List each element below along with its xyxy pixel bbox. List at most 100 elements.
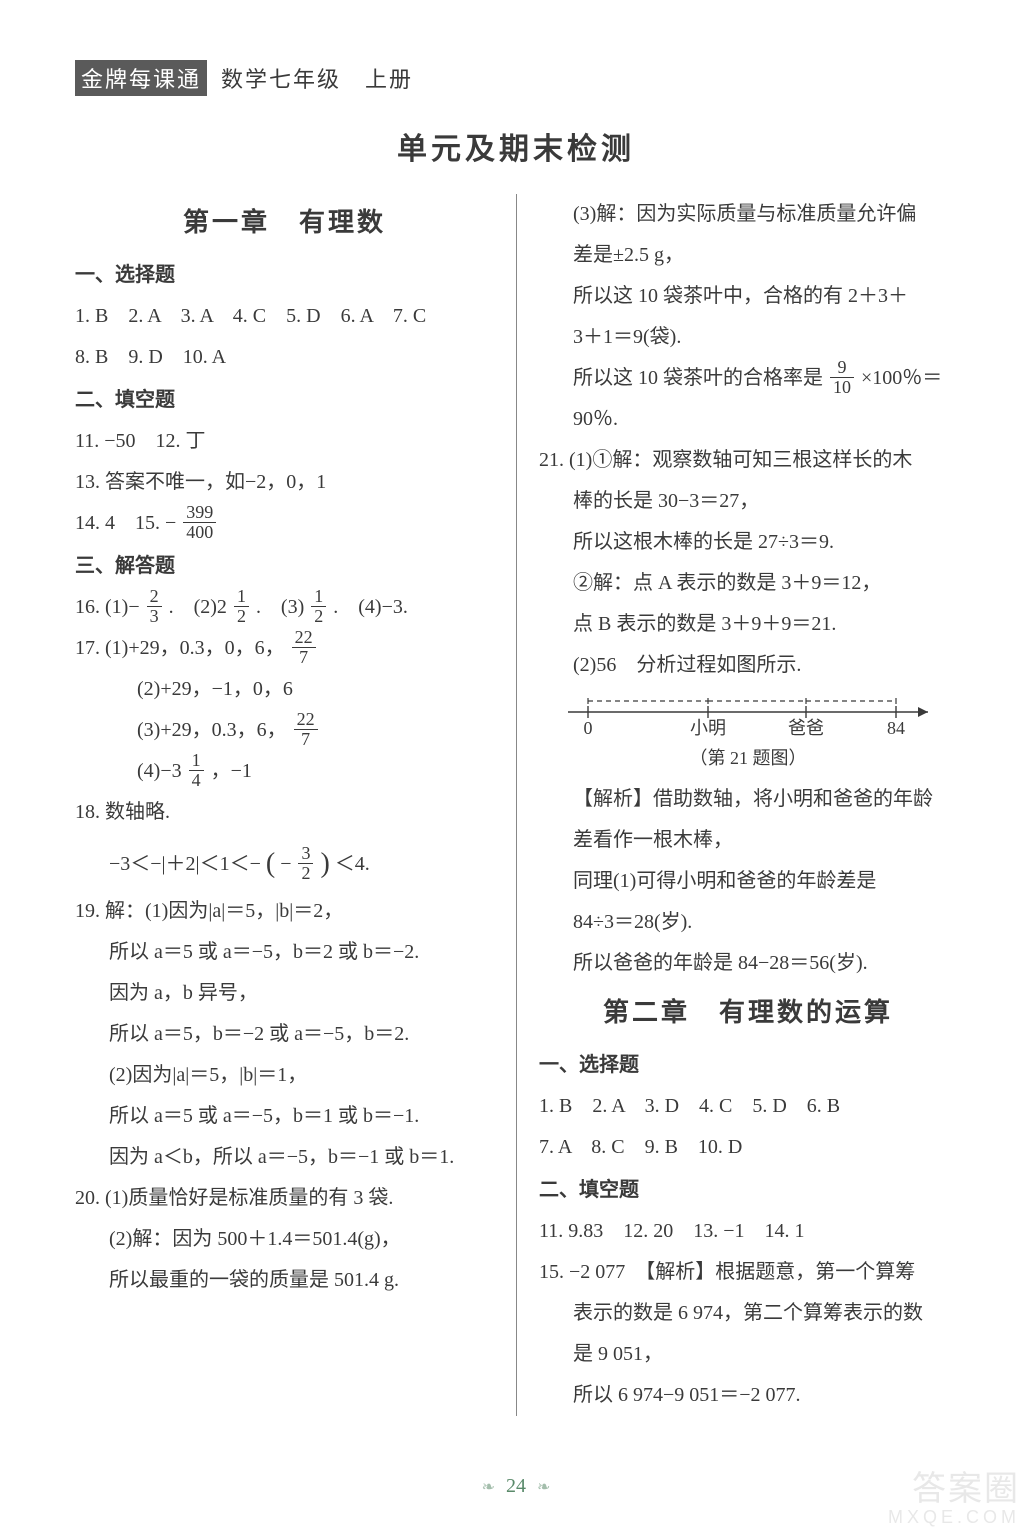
- q17-1: 17. (1)+29，0.3，0，6， 227: [75, 628, 494, 669]
- sec-2-fill: 二、填空题: [75, 380, 494, 421]
- ch2-f4: 是 9 051，: [539, 1334, 957, 1375]
- r6: 90％.: [539, 399, 957, 440]
- r14: 差看作一根木棒，: [539, 820, 957, 861]
- content-columns: 第一章 有理数 一、选择题 1. B 2. A 3. A 4. C 5. D 6…: [75, 194, 957, 1416]
- frac-2-3: 23: [147, 587, 162, 626]
- series-badge: 金牌每课通: [75, 60, 207, 96]
- leaf-left-icon: ❧: [482, 1479, 495, 1496]
- q16-1: 16. (1)−: [75, 596, 140, 618]
- frac-1-2a: 12: [234, 587, 249, 626]
- q19-e: (2)因为|a|＝5，|b|＝1，: [75, 1055, 494, 1096]
- mc-answers-1: 1. B 2. A 3. A 4. C 5. D 6. A 7. C: [75, 296, 494, 337]
- svg-text:爸爸: 爸爸: [788, 718, 824, 738]
- page-footer: ❧ 24 ❧: [0, 1475, 1032, 1498]
- r8: 棒的长是 30−3＝27，: [539, 481, 957, 522]
- sec-1-mc: 一、选择题: [75, 255, 494, 296]
- frac-399-400: 399 400: [183, 503, 216, 542]
- mc-answers-2: 8. B 9. D 10. A: [75, 337, 494, 378]
- r15: 同理(1)可得小明和爸爸的年龄差是: [539, 861, 957, 902]
- r10: ②解：点 A 表示的数是 3＋9＝12，: [539, 563, 957, 604]
- q17-3-text: (3)+29，0.3，6，: [137, 719, 287, 741]
- q17-2: (2)+29，−1，0，6: [75, 669, 494, 710]
- q17-4-text: (4)−3: [137, 760, 182, 782]
- right-column: (3)解：因为实际质量与标准质量允许偏 差是±2.5 g， 所以这 10 袋茶叶…: [516, 194, 957, 1416]
- watermark-big: 答案圈: [888, 1471, 1020, 1508]
- q19-a: 19. 解：(1)因为|a|＝5，|b|＝2，: [75, 891, 494, 932]
- q16-4: . (4)−3.: [333, 596, 408, 618]
- ch2-f5: 所以 6 974−9 051＝−2 077.: [539, 1375, 957, 1416]
- frac-22-7b: 227: [294, 710, 318, 749]
- r1: (3)解：因为实际质量与标准质量允许偏: [539, 194, 957, 235]
- fill-13: 13. 答案不唯一，如−2，0，1: [75, 462, 494, 503]
- frac-9-10: 910: [830, 358, 854, 397]
- frac-1-2b: 12: [311, 587, 326, 626]
- q19-c: 因为 a，b 异号，: [75, 973, 494, 1014]
- main-title: 单元及期末检测: [75, 124, 957, 168]
- q20-b: (2)解：因为 500＋1.4＝501.4(g)，: [75, 1219, 494, 1260]
- q18-ineq-a: −3＜−|＋2|＜1＜−: [109, 853, 261, 875]
- r5-text: 所以这 10 袋茶叶的合格率是: [573, 367, 823, 389]
- r12: (2)56 分析过程如图所示.: [539, 645, 957, 686]
- ch2-mc2: 7. A 8. C 9. B 10. D: [539, 1127, 957, 1168]
- r3: 所以这 10 袋茶叶中，合格的有 2＋3＋: [539, 276, 957, 317]
- figure-caption: （第 21 题图）: [539, 740, 957, 777]
- frac-den: 400: [183, 523, 216, 542]
- lparen-icon: (: [266, 848, 275, 879]
- watermark-small: MXQE.COM: [888, 1508, 1020, 1528]
- svg-text:小明: 小明: [690, 718, 726, 738]
- q18: 18. 数轴略.: [75, 792, 494, 833]
- q20-a: 20. (1)质量恰好是标准质量的有 3 袋.: [75, 1178, 494, 1219]
- sec-3-solve: 三、解答题: [75, 546, 494, 587]
- svg-text:84: 84: [887, 718, 905, 738]
- r13: 【解析】借助数轴，将小明和爸爸的年龄: [539, 779, 957, 820]
- r2: 差是±2.5 g，: [539, 235, 957, 276]
- r4: 3＋1＝9(袋).: [539, 317, 957, 358]
- left-column: 第一章 有理数 一、选择题 1. B 2. A 3. A 4. C 5. D 6…: [75, 194, 516, 1416]
- q19-f: 所以 a＝5 或 a＝−5，b＝1 或 b＝−1.: [75, 1096, 494, 1137]
- fill-11-12: 11. −50 12. 丁: [75, 421, 494, 462]
- q18-ineq-b: ＜4.: [335, 853, 370, 875]
- header-subtitle: 数学七年级 上册: [221, 62, 413, 94]
- ch2-sec2: 二、填空题: [539, 1170, 957, 1211]
- number-line-svg: 0 小明 爸爸 84: [558, 692, 938, 738]
- ch2-f1: 11. 9.83 12. 20 13. −1 14. 1: [539, 1211, 957, 1252]
- ch2-mc1: 1. B 2. A 3. D 4. C 5. D 6. B: [539, 1086, 957, 1127]
- frac-1-4: 14: [189, 751, 204, 790]
- fill-14-15-text: 14. 4 15. −: [75, 512, 176, 534]
- r11: 点 B 表示的数是 3＋9＋9＝21.: [539, 604, 957, 645]
- q18-ineq: −3＜−|＋2|＜1＜− ( − 32 ) ＜4.: [75, 833, 494, 890]
- q19-b: 所以 a＝5 或 a＝−5，b＝2 或 b＝−2.: [75, 932, 494, 973]
- r5: 所以这 10 袋茶叶的合格率是 910 ×100％＝: [539, 358, 957, 399]
- frac-3-2: 32: [298, 844, 313, 883]
- frac-22-7a: 227: [292, 628, 316, 667]
- fill-14-15: 14. 4 15. − 399 400: [75, 503, 494, 544]
- leaf-right-icon: ❧: [537, 1479, 550, 1496]
- q16-2: . (2)2: [169, 596, 227, 618]
- chapter-2-title: 第二章 有理数的运算: [539, 986, 957, 1039]
- rparen-icon: ): [320, 848, 329, 879]
- q17-1-text: 17. (1)+29，0.3，0，6，: [75, 637, 285, 659]
- ch2-f3: 表示的数是 6 974，第二个算筹表示的数: [539, 1293, 957, 1334]
- r17: 所以爸爸的年龄是 84−28＝56(岁).: [539, 943, 957, 984]
- frac-num: 399: [183, 503, 216, 523]
- q17-4: (4)−3 14 ，−1: [75, 751, 494, 792]
- r5-tail: ×100％＝: [861, 367, 942, 389]
- q16: 16. (1)− 23 . (2)2 12 . (3) 12 . (4)−3.: [75, 587, 494, 628]
- q16-3: . (3): [256, 596, 304, 618]
- r16: 84÷3＝28(岁).: [539, 902, 957, 943]
- chapter-1-title: 第一章 有理数: [75, 196, 494, 249]
- ch2-f2: 15. −2 077 【解析】根据题意，第一个算筹: [539, 1252, 957, 1293]
- q19-g: 因为 a＜b，所以 a＝−5，b＝−1 或 b＝1.: [75, 1137, 494, 1178]
- r9: 所以这根木棒的长是 27÷3＝9.: [539, 522, 957, 563]
- page-number: 24: [506, 1475, 526, 1497]
- number-line-figure: 0 小明 爸爸 84: [539, 692, 957, 738]
- q18-neg: −: [280, 853, 291, 875]
- watermark: 答案圈 MXQE.COM: [888, 1471, 1020, 1528]
- q20-c: 所以最重的一袋的质量是 501.4 g.: [75, 1260, 494, 1301]
- q17-3: (3)+29，0.3，6， 227: [75, 710, 494, 751]
- r7: 21. (1)①解：观察数轴可知三根这样长的木: [539, 440, 957, 481]
- page-header: 金牌每课通 数学七年级 上册: [75, 60, 957, 96]
- svg-text:0: 0: [584, 718, 593, 738]
- q17-4-tail: ，−1: [211, 760, 252, 782]
- q19-d: 所以 a＝5，b＝−2 或 a＝−5，b＝2.: [75, 1014, 494, 1055]
